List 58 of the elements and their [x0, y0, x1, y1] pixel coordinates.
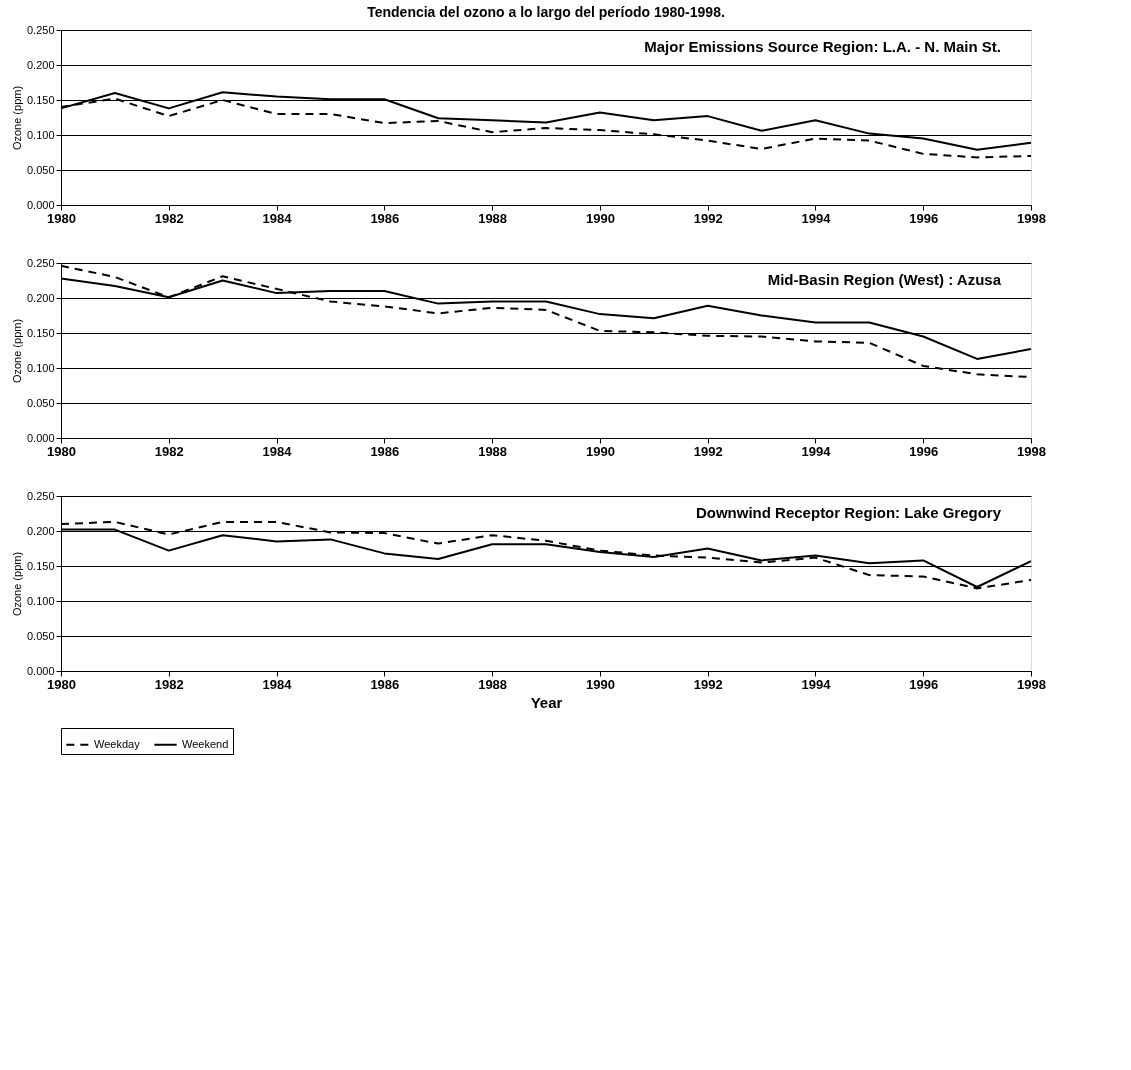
legend-label: Weekend [182, 737, 229, 750]
x-tick-label: 1992 [693, 676, 723, 692]
x-tick-label: 1990 [585, 676, 615, 692]
y-tick-label: 0.050 [26, 629, 55, 642]
x-tick-label: 1982 [154, 676, 184, 692]
x-tick-label: 1984 [262, 443, 293, 459]
x-tick-label: 1980 [47, 443, 76, 459]
x-tick-label: 1986 [370, 443, 400, 459]
x-tick-label: 1986 [370, 676, 400, 692]
y-axis-title: Ozone (ppm) [10, 318, 23, 384]
y-tick-label: 0.150 [26, 93, 55, 106]
x-tick-label: 1980 [47, 210, 76, 226]
y-tick-label: 0.150 [26, 326, 55, 339]
x-tick-label: 1982 [154, 443, 184, 459]
y-tick-label: 0.200 [26, 58, 55, 71]
x-tick-label: 1994 [801, 443, 832, 459]
x-tick-label: 1996 [909, 210, 939, 226]
x-tick-label: 1998 [1017, 210, 1046, 226]
x-tick-label: 1996 [909, 443, 939, 459]
text: Major Emissions Source Region: L.A. - N. Main St. [644, 38, 1001, 55]
y-tick-label: 0.250 [26, 256, 55, 269]
x-tick-label: 1988 [478, 676, 508, 692]
y-axis-title: Ozone (ppm) [10, 551, 23, 617]
x-tick-label: 1992 [693, 443, 723, 459]
x-tick-label: 1996 [909, 676, 939, 692]
chart-title: Tendencia del ozono a lo largo del período 1980-1998. [367, 4, 725, 20]
x-tick-label: 1984 [262, 676, 293, 692]
y-tick-label: 0.050 [26, 163, 55, 176]
text: Downwind Receptor Region: Lake Gregory [695, 504, 1002, 521]
y-axis-title: Ozone (ppm) [10, 85, 23, 151]
x-tick-label: 1982 [154, 210, 184, 226]
x-tick-label: 1990 [585, 443, 615, 459]
x-tick-label: 1994 [801, 676, 832, 692]
y-tick-label: 0.050 [26, 396, 55, 409]
text: Mid-Basin Region (West) : Azusa [767, 271, 1002, 288]
y-tick-label: 0.000 [26, 431, 55, 444]
x-tick-label: 1986 [370, 210, 400, 226]
x-tick-label: 1992 [693, 210, 723, 226]
x-tick-label: 1988 [478, 210, 508, 226]
x-tick-label: 1994 [801, 210, 832, 226]
x-tick-label: 1990 [585, 210, 615, 226]
y-tick-label: 0.250 [26, 23, 55, 36]
x-tick-label: 1980 [47, 676, 76, 692]
legend-label: Weekday [94, 737, 141, 750]
y-tick-label: 0.250 [26, 489, 55, 502]
y-tick-label: 0.200 [26, 291, 55, 304]
y-tick-label: 0.000 [26, 198, 55, 211]
y-tick-label: 0.100 [26, 594, 55, 607]
x-tick-label: 1988 [478, 443, 508, 459]
x-tick-label: 1984 [262, 210, 293, 226]
y-tick-label: 0.100 [26, 361, 55, 374]
y-tick-label: 0.200 [26, 524, 55, 537]
x-axis-title: Year [530, 693, 563, 711]
y-tick-label: 0.000 [26, 664, 55, 677]
x-tick-label: 1998 [1017, 676, 1046, 692]
y-tick-label: 0.150 [26, 559, 55, 572]
y-tick-label: 0.100 [26, 128, 55, 141]
x-tick-label: 1998 [1017, 443, 1046, 459]
